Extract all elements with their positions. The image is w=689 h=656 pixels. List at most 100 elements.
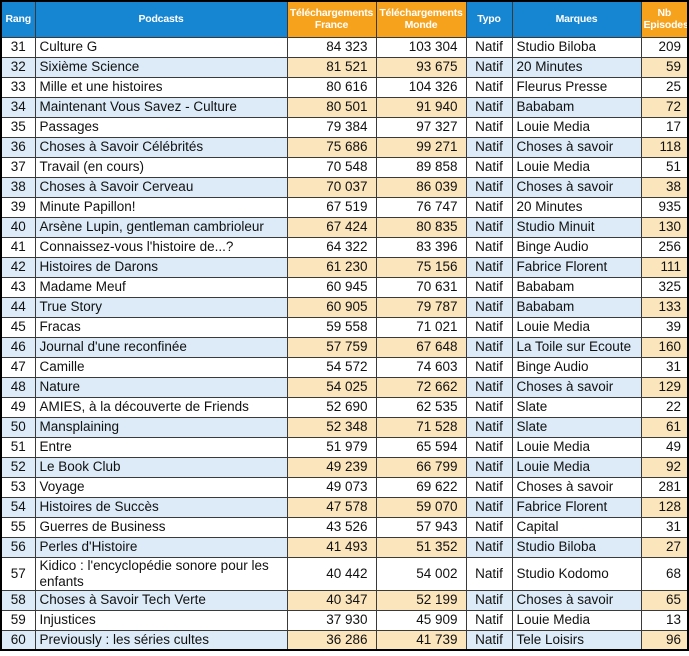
dl-france-cell: 47 578 [286, 496, 377, 518]
marque-cell: Binge Audio [511, 356, 642, 378]
typo-cell: Natif [465, 216, 513, 238]
typo-cell: Natif [465, 76, 513, 98]
rank-cell: 49 [0, 396, 36, 418]
typo-cell: Natif [465, 336, 513, 358]
rank-cell: 42 [0, 256, 36, 278]
marque-cell: 20 Minutes [511, 196, 642, 218]
typo-cell: Natif [465, 196, 513, 218]
podcast-cell: AMIES, à la découverte de Friends [34, 396, 288, 418]
table-row: 55 Guerres de Business 43 526 57 943 Natif Ca… [0, 516, 689, 538]
marque-cell: Louie Media [511, 456, 642, 478]
dl-france-cell: 37 930 [286, 609, 377, 631]
rank-cell: 59 [0, 609, 36, 631]
episodes-cell: 31 [640, 356, 689, 378]
typo-cell: Natif [465, 276, 513, 298]
table-row: 53 Voyage 49 073 69 622 Natif Choses à savoir… [0, 476, 689, 498]
table-row: 35 Passages 79 384 97 327 Natif Louie Media 17 [0, 116, 689, 138]
dl-monde-cell: 93 675 [375, 56, 467, 78]
table-row: 49 AMIES, à la découverte de Friends 52 69… [0, 396, 689, 418]
rank-cell: 44 [0, 296, 36, 318]
episodes-cell: 325 [640, 276, 689, 298]
podcast-cell: Perles d'Histoire [34, 536, 288, 558]
typo-cell: Natif [465, 456, 513, 478]
dl-france-cell: 60 905 [286, 296, 377, 318]
episodes-cell: 256 [640, 236, 689, 258]
marque-cell: La Toile sur Ecoute [511, 336, 642, 358]
episodes-cell: 31 [640, 516, 689, 538]
dl-france-cell: 52 348 [286, 416, 377, 438]
dl-monde-cell: 62 535 [375, 396, 467, 418]
dl-france-cell: 49 073 [286, 476, 377, 498]
dl-france-cell: 80 616 [286, 76, 377, 98]
podcast-cell: Guerres de Business [34, 516, 288, 538]
typo-cell: Natif [465, 116, 513, 138]
marque-cell: Louie Media [511, 156, 642, 178]
rank-cell: 47 [0, 356, 36, 378]
rank-cell: 60 [0, 629, 36, 651]
podcast-cell: Camille [34, 356, 288, 378]
table-row: 42 Histoires de Darons 61 230 75 156 Natif Fa… [0, 256, 689, 278]
marque-cell: Choses à savoir [511, 476, 642, 498]
dl-monde-cell: 66 799 [375, 456, 467, 478]
table-row: 60 Previously : les séries cultes 36 286 41… [0, 629, 689, 651]
table-row: 45 Fracas 59 558 71 021 Natif Louie Media 39 [0, 316, 689, 338]
episodes-cell: 13 [640, 609, 689, 631]
marque-cell: Studio Biloba [511, 536, 642, 558]
marque-cell: Studio Kodomo [511, 556, 642, 591]
typo-cell: Natif [465, 376, 513, 398]
dl-france-cell: 54 572 [286, 356, 377, 378]
marque-cell: Tele Loisirs [511, 629, 642, 651]
typo-cell: Natif [465, 496, 513, 518]
dl-france-cell: 79 384 [286, 116, 377, 138]
table-row: 44 True Story 60 905 79 787 Natif Bababam 133 [0, 296, 689, 318]
dl-monde-cell: 99 271 [375, 136, 467, 158]
podcast-cell: Connaissez-vous l'histoire de...? [34, 236, 288, 258]
rank-cell: 37 [0, 156, 36, 178]
episodes-cell: 61 [640, 416, 689, 438]
dl-france-cell: 59 558 [286, 316, 377, 338]
table-row: 32 Sixième Science 81 521 93 675 Natif 20 Min… [0, 56, 689, 78]
episodes-cell: 22 [640, 396, 689, 418]
dl-france-cell: 67 519 [286, 196, 377, 218]
rank-cell: 55 [0, 516, 36, 538]
typo-cell: Natif [465, 609, 513, 631]
episodes-cell: 39 [640, 316, 689, 338]
typo-cell: Natif [465, 516, 513, 538]
typo-cell: Natif [465, 536, 513, 558]
dl-monde-cell: 75 156 [375, 256, 467, 278]
rank-cell: 41 [0, 236, 36, 258]
dl-france-cell: 43 526 [286, 516, 377, 538]
episodes-cell: 281 [640, 476, 689, 498]
marque-cell: Bababam [511, 96, 642, 118]
dl-monde-cell: 72 662 [375, 376, 467, 398]
column-header-telechargements-france: Téléchargements France [286, 0, 377, 38]
marque-cell: Studio Biloba [511, 36, 642, 58]
podcast-cell: Le Book Club [34, 456, 288, 478]
marque-cell: Choses à savoir [511, 176, 642, 198]
typo-cell: Natif [465, 156, 513, 178]
table-row: 52 Le Book Club 49 239 66 799 Natif Louie Med… [0, 456, 689, 478]
podcast-cell: Choses à Savoir Tech Verte [34, 589, 288, 611]
typo-cell: Natif [465, 316, 513, 338]
column-header-rang: Rang [0, 0, 36, 38]
typo-cell: Natif [465, 436, 513, 458]
rank-cell: 52 [0, 456, 36, 478]
table-row: 47 Camille 54 572 74 603 Natif Binge Audio 31 [0, 356, 689, 378]
episodes-cell: 935 [640, 196, 689, 218]
podcast-cell: True Story [34, 296, 288, 318]
dl-monde-cell: 104 326 [375, 76, 467, 98]
dl-monde-cell: 70 631 [375, 276, 467, 298]
dl-france-cell: 70 037 [286, 176, 377, 198]
dl-france-cell: 64 322 [286, 236, 377, 258]
typo-cell: Natif [465, 476, 513, 498]
table-row: 58 Choses à Savoir Tech Verte 40 347 52 199… [0, 589, 689, 611]
rank-cell: 34 [0, 96, 36, 118]
dl-france-cell: 67 424 [286, 216, 377, 238]
table-row: 33 Mille et une histoires 80 616 104 326 Nat… [0, 76, 689, 98]
dl-monde-cell: 71 021 [375, 316, 467, 338]
rank-cell: 51 [0, 436, 36, 458]
episodes-cell: 72 [640, 96, 689, 118]
table-row: 51 Entre 51 979 65 594 Natif Louie Media 49 [0, 436, 689, 458]
podcast-cell: Maintenant Vous Savez - Culture [34, 96, 288, 118]
podcast-cell: Sixième Science [34, 56, 288, 78]
